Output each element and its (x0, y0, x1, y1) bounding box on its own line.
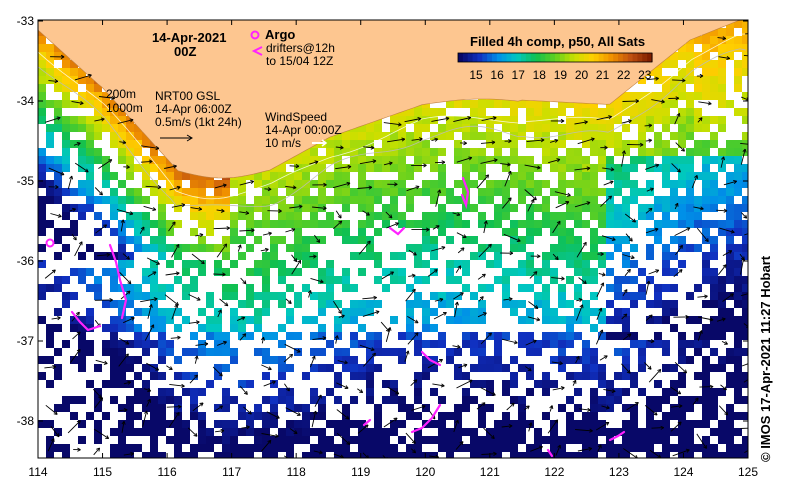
gsl-label-line2: 14-Apr 06:00Z (155, 102, 232, 116)
gsl-label-line1: NRT00 GSL (155, 89, 220, 103)
colorbar-tick-label: 18 (533, 68, 547, 82)
lat-tick-label: -33 (17, 14, 35, 28)
map-plot-area (38, 20, 748, 458)
drifter-legend-icon (251, 46, 263, 56)
lon-tick-label: 125 (738, 465, 758, 479)
title-date: 14-Apr-2021 (152, 30, 226, 45)
argo-legend-icon (250, 30, 260, 40)
lat-tick-label: -35 (17, 174, 35, 188)
drifter-tracks (70, 176, 626, 458)
isobath-200m (38, 33, 747, 200)
colorbar-tick-label: 21 (596, 68, 610, 82)
colorbar-tick-label: 19 (554, 68, 568, 82)
wind-scale-arrowhead (321, 139, 328, 147)
isobath-200m-label: 200m (106, 87, 136, 101)
lon-tick-label: 120 (415, 465, 435, 479)
wind-label-line2: 14-Apr 00:00Z (265, 123, 342, 137)
colorbar-tick-label: 16 (490, 68, 504, 82)
wind-label-line1: WindSpeed (265, 110, 327, 124)
lat-tick-label: -34 (17, 94, 35, 108)
lon-tick-label: 123 (609, 465, 629, 479)
lon-tick-label: 121 (480, 465, 500, 479)
current-vectors (44, 33, 748, 458)
argo-float-marker (45, 238, 55, 248)
wind-label-line3: 10 m/s (265, 136, 301, 150)
drifter-legend-line1: drifters@12h (266, 41, 335, 55)
lon-axis: 114 115 116 117 118 119 120 121 122 123 124 125 (28, 20, 758, 479)
colorbar-tick-label: 15 (469, 68, 483, 82)
lon-tick-label: 124 (673, 465, 693, 479)
colorbar-title: Filled 4h comp, p50, All Sats (470, 34, 645, 49)
lon-tick-label: 122 (544, 465, 564, 479)
lat-tick-label: -38 (17, 414, 35, 428)
argo-legend-label: Argo (265, 27, 295, 42)
colorbar: 15 16 17 18 19 20 21 22 23 (457, 52, 653, 82)
colorbar-tick-label: 17 (512, 68, 526, 82)
colorbar-frame (457, 52, 653, 63)
colorbar-tick-label: 22 (617, 68, 631, 82)
lat-tick-label: -37 (17, 334, 35, 348)
lon-tick-label: 119 (351, 465, 370, 479)
sst-field (38, 20, 748, 458)
colorbar-tick-label: 20 (575, 68, 589, 82)
gsl-scale-arrowhead (186, 134, 193, 142)
drifter-legend-line2: to 15/04 12Z (266, 54, 333, 68)
title-time: 00Z (174, 44, 196, 59)
lon-tick-label: 114 (28, 465, 47, 479)
lon-tick-label: 115 (93, 465, 112, 479)
lat-tick-label: -36 (17, 254, 35, 268)
plot-frame (37, 19, 749, 459)
lon-tick-label: 118 (287, 465, 306, 479)
gsl-label-line3: 0.5m/s (1kt 24h) (155, 115, 242, 129)
lat-axis: -33 -34 -35 -36 -37 -38 (17, 14, 748, 428)
lon-tick-label: 116 (158, 465, 177, 479)
lon-tick-label: 117 (222, 465, 241, 479)
imos-credit: © IMOS 17-Apr-2021 11:27 Hobart (758, 255, 773, 462)
isobath-1000m-label: 1000m (106, 101, 143, 115)
colorbar-tick-label: 23 (638, 68, 652, 82)
